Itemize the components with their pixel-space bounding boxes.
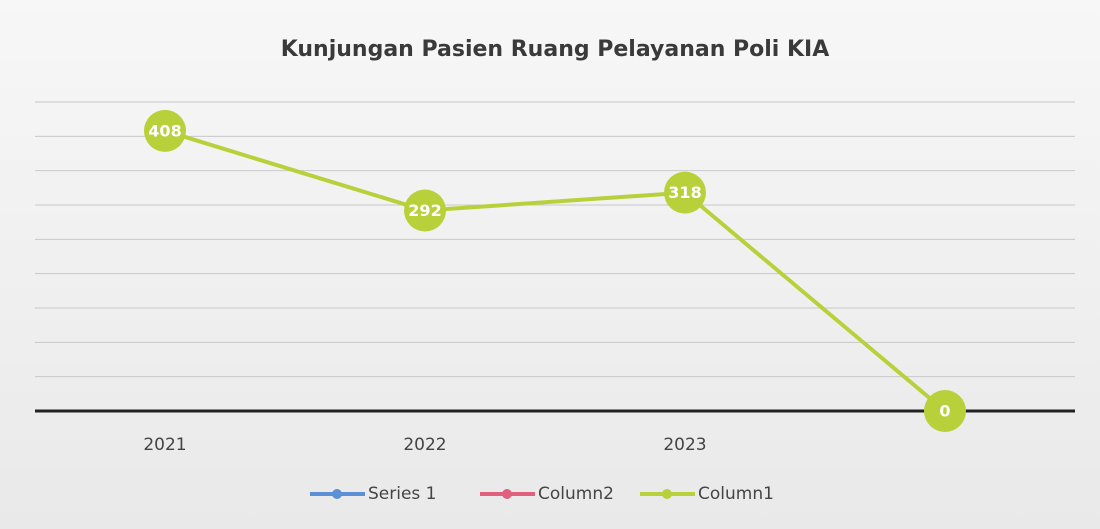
x-tick-label: 2021 — [143, 435, 186, 455]
data-label: 0 — [939, 402, 950, 421]
data-point — [664, 171, 706, 214]
legend-label: Series 1 — [368, 484, 437, 504]
chart-title: Kunjungan Pasien Ruang Pelayanan Poli KI… — [281, 37, 830, 62]
legend-label: Column2 — [538, 484, 614, 504]
data-point — [144, 109, 186, 152]
data-point — [924, 390, 966, 432]
legend-marker — [662, 489, 672, 499]
data-label: 318 — [668, 183, 701, 202]
series-line — [164, 128, 947, 413]
legend-label: Column1 — [698, 484, 774, 504]
data-label: 408 — [148, 121, 181, 140]
legend-marker — [332, 489, 342, 499]
x-tick-label: 2022 — [403, 435, 446, 455]
legend-marker — [502, 489, 512, 499]
x-tick-label: 2023 — [663, 435, 706, 455]
data-label: 292 — [408, 201, 441, 220]
data-point — [404, 189, 446, 232]
